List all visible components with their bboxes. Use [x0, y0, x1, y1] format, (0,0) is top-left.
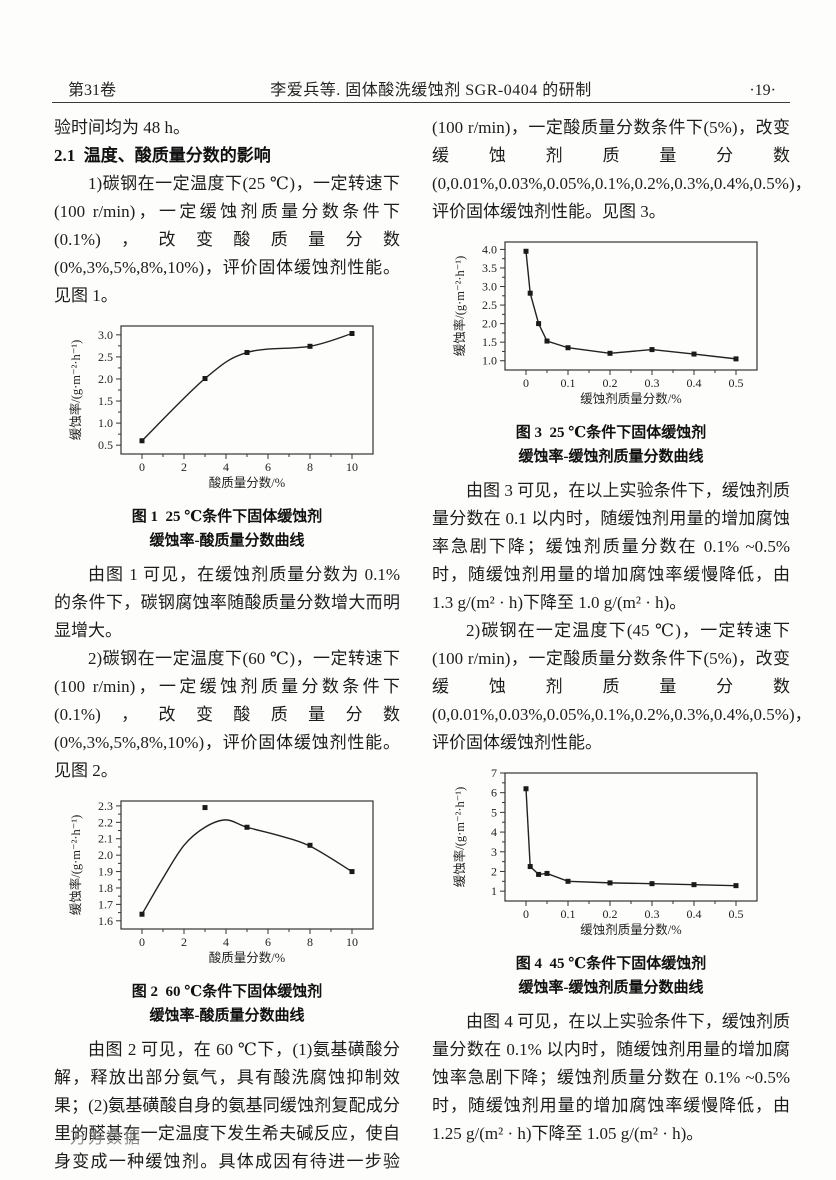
svg-text:10: 10 — [346, 935, 358, 949]
svg-text:2.2: 2.2 — [98, 815, 113, 829]
svg-text:0.2: 0.2 — [603, 907, 618, 921]
svg-text:0.5: 0.5 — [98, 438, 113, 452]
svg-text:4: 4 — [223, 935, 229, 949]
paragraph: 1)碳钢在一定温度下(25 ℃)，一定转速下(100 r/min)，一定缓蚀剂质… — [54, 174, 400, 305]
paragraph-carryover: (100 r/min)，一定酸质量分数条件下(5%)，改变缓蚀剂质量分数(0,0… — [432, 118, 812, 221]
svg-text:缓蚀率/(g·m⁻²·h⁻¹): 缓蚀率/(g·m⁻²·h⁻¹) — [68, 815, 83, 916]
svg-text:2.0: 2.0 — [482, 317, 497, 331]
svg-text:6: 6 — [491, 786, 497, 800]
figure-4: 1 2 3 4 5 6 7 0 0.1 0.2 0.3 0.4 0.5 缓蚀剂质量分数/% 缓蚀率/(g·m… — [432, 763, 790, 1000]
svg-text:2.5: 2.5 — [98, 350, 113, 364]
paragraph: 由图 4 可见，在以上实验条件下，缓蚀剂质量分数在 0.1% 以内时，随缓蚀剂用… — [432, 1012, 790, 1143]
svg-text:3.5: 3.5 — [482, 261, 497, 275]
svg-text:缓蚀率/(g·m⁻²·h⁻¹): 缓蚀率/(g·m⁻²·h⁻¹) — [452, 256, 467, 357]
svg-text:2: 2 — [181, 935, 187, 949]
svg-text:3.0: 3.0 — [98, 328, 113, 342]
figure3-chart: 1.0 1.5 2.0 2.5 3.0 3.5 4.0 0 0.1 0.2 0.3 0.4 0.5 缓蚀剂… — [452, 241, 758, 406]
svg-text:0.5: 0.5 — [729, 907, 744, 921]
svg-text:3.0: 3.0 — [482, 280, 497, 294]
figure2-caption-line2: 缓蚀率-酸质量分数曲线 — [149, 1008, 305, 1024]
figure4-caption-line1: 图 4 45 ℃条件下固体缓蚀剂 — [515, 956, 707, 972]
svg-text:0: 0 — [139, 460, 145, 474]
paragraph: 2)碳钢在一定温度下(45 ℃)，一定转速下(100 r/min)，一定酸质量分… — [432, 621, 812, 752]
svg-text:0.1: 0.1 — [561, 907, 576, 921]
page-number: ·19· — [749, 82, 776, 99]
page-header: 第31卷 李爱兵等. 固体酸洗缓蚀剂 SGR-0404 的研制 ·19· — [52, 76, 790, 100]
running-title: 李爱兵等. 固体酸洗缓蚀剂 SGR-0404 的研制 — [270, 82, 592, 99]
paragraph-carryover: 验时间均为 48 h。 — [54, 118, 190, 137]
svg-text:2.0: 2.0 — [98, 848, 113, 862]
svg-text:5: 5 — [491, 805, 497, 819]
svg-text:0.3: 0.3 — [645, 376, 660, 390]
svg-text:1.5: 1.5 — [482, 335, 497, 349]
svg-text:4.0: 4.0 — [482, 242, 497, 256]
svg-text:0.4: 0.4 — [687, 376, 702, 390]
svg-text:1.8: 1.8 — [98, 881, 113, 895]
svg-text:缓蚀率/(g·m⁻²·h⁻¹): 缓蚀率/(g·m⁻²·h⁻¹) — [452, 787, 467, 888]
svg-text:1.0: 1.0 — [482, 354, 497, 368]
svg-text:2.0: 2.0 — [98, 372, 113, 386]
figure4-chart: 1 2 3 4 5 6 7 0 0.1 0.2 0.3 0.4 0.5 缓蚀剂质量分数/% 缓蚀率/(g·m… — [452, 766, 758, 937]
svg-text:8: 8 — [307, 935, 313, 949]
figure1-chart: 0.5 1.0 1.5 2.0 2.5 3.0 0 2 4 6 8 10 酸质量分数/% 缓蚀率/(g·m… — [68, 325, 374, 490]
svg-text:0: 0 — [523, 376, 529, 390]
svg-text:1.9: 1.9 — [98, 865, 113, 879]
svg-text:4: 4 — [223, 460, 229, 474]
watermark: 万方数据 — [70, 1130, 143, 1147]
svg-text:0: 0 — [523, 907, 529, 921]
figure1-caption-line2: 缓蚀率-酸质量分数曲线 — [149, 533, 305, 549]
svg-text:3: 3 — [491, 845, 497, 859]
svg-text:1.7: 1.7 — [98, 897, 113, 911]
volume-label: 第31卷 — [68, 82, 117, 99]
svg-text:8: 8 — [307, 460, 313, 474]
svg-text:缓蚀剂质量分数/%: 缓蚀剂质量分数/% — [580, 391, 681, 406]
svg-text:6: 6 — [265, 460, 271, 474]
paragraph: 由图 2 可见，在 60 ℃下，(1)氨基磺酸分解，释放出部分氨气，具有酸洗腐蚀… — [54, 1040, 400, 1171]
svg-text:0: 0 — [139, 935, 145, 949]
svg-text:2: 2 — [491, 864, 497, 878]
svg-text:缓蚀率/(g·m⁻²·h⁻¹): 缓蚀率/(g·m⁻²·h⁻¹) — [68, 340, 83, 441]
svg-text:1.0: 1.0 — [98, 416, 113, 430]
figure-2: 1.6 1.7 1.8 1.9 2.0 2.1 2.2 2.3 0 2 4 6 8 10 酸质量分数/% 缓蚀… — [54, 791, 400, 1028]
svg-text:7: 7 — [491, 766, 497, 780]
svg-text:10: 10 — [346, 460, 358, 474]
header-rule — [52, 102, 790, 103]
svg-text:缓蚀剂质量分数/%: 缓蚀剂质量分数/% — [580, 922, 681, 937]
svg-text:0.5: 0.5 — [729, 376, 744, 390]
paragraph: 由图 1 可见，在缓蚀剂质量分数为 0.1% 的条件下，碳钢腐蚀率随酸质量分数增… — [54, 565, 400, 640]
figure-1: 0.5 1.0 1.5 2.0 2.5 3.0 0 2 4 6 8 10 酸质量分数/% 缓蚀率/(g·m… — [54, 316, 400, 553]
left-column: 验时间均为 48 h。 2.1 温度、酸质量分数的影响 1)碳钢在一定温度下(2… — [54, 114, 400, 1180]
svg-text:0.4: 0.4 — [687, 907, 702, 921]
figure-3: 1.0 1.5 2.0 2.5 3.0 3.5 4.0 0 0.1 0.2 0.3 0.4 0.5 缓蚀剂… — [432, 232, 790, 469]
section-heading-2-1: 2.1 温度、酸质量分数的影响 — [54, 146, 271, 165]
figure2-chart: 1.6 1.7 1.8 1.9 2.0 2.1 2.2 2.3 0 2 4 6 8 10 酸质量分数/% 缓蚀… — [68, 799, 374, 965]
paragraph: 2)碳钢在一定温度下(60 ℃)，一定转速下(100 r/min)，一定缓蚀剂质… — [54, 649, 400, 780]
svg-text:4: 4 — [491, 825, 497, 839]
svg-text:2: 2 — [181, 460, 187, 474]
svg-text:2.1: 2.1 — [98, 832, 113, 846]
svg-text:2.3: 2.3 — [98, 799, 113, 813]
paragraph: 由图 3 可见，在以上实验条件下，缓蚀剂质量分数在 0.1 以内时，随缓蚀剂用量… — [432, 481, 790, 612]
svg-text:1: 1 — [491, 884, 497, 898]
right-column: (100 r/min)，一定酸质量分数条件下(5%)，改变缓蚀剂质量分数(0,0… — [432, 114, 812, 1148]
figure2-caption-line1: 图 2 60 ℃条件下固体缓蚀剂 — [131, 984, 323, 1000]
svg-text:1.5: 1.5 — [98, 394, 113, 408]
svg-text:2.5: 2.5 — [482, 298, 497, 312]
svg-text:0.3: 0.3 — [645, 907, 660, 921]
svg-text:0.1: 0.1 — [561, 376, 576, 390]
figure3-caption-line2: 缓蚀率-缓蚀剂质量分数曲线 — [518, 449, 704, 465]
svg-text:1.6: 1.6 — [98, 914, 113, 928]
svg-text:6: 6 — [265, 935, 271, 949]
svg-text:0.2: 0.2 — [603, 376, 618, 390]
figure3-caption-line1: 图 3 25 ℃条件下固体缓蚀剂 — [515, 425, 707, 441]
svg-text:酸质量分数/%: 酸质量分数/% — [209, 475, 285, 490]
figure4-caption-line2: 缓蚀率-缓蚀剂质量分数曲线 — [518, 980, 704, 996]
figure1-caption-line1: 图 1 25 ℃条件下固体缓蚀剂 — [131, 509, 323, 525]
svg-text:酸质量分数/%: 酸质量分数/% — [209, 950, 285, 965]
